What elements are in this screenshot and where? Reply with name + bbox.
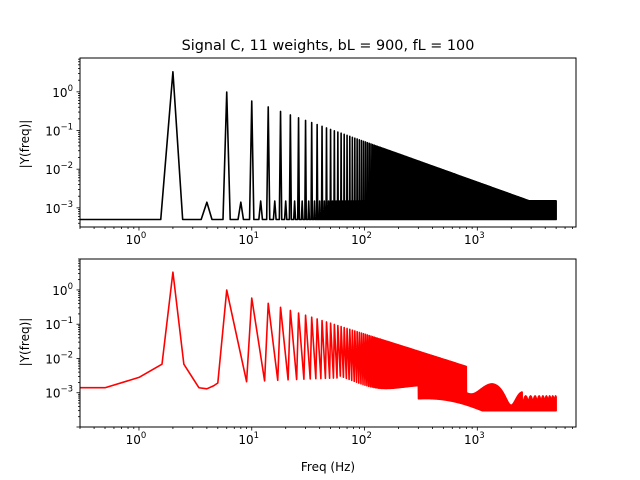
top-plot-lines — [80, 70, 557, 221]
bottom-x-axis-label: Freq (Hz) — [301, 460, 355, 474]
y-tick-label: 100 — [52, 84, 73, 100]
y-tick-label: 10−3 — [45, 200, 73, 216]
bottom-plot-frame — [79, 258, 577, 428]
y-tick-label: 100 — [52, 282, 73, 298]
top-y-axis-label: |Y(freq)| — [18, 120, 32, 169]
bottom-plot-lines — [80, 271, 557, 412]
black-spectrum-line — [80, 70, 557, 221]
x-tick-label: 101 — [238, 431, 259, 447]
bottom-subplot: 100 101 102 103 10−3 10−2 10−1 100 |Y(freq)| Fr… — [18, 258, 577, 474]
x-tick-label: 100 — [126, 231, 147, 247]
y-tick-label: 10−3 — [45, 385, 73, 401]
chart-title: Signal C, 11 weights, bL = 900, fL = 100 — [182, 38, 475, 54]
x-tick-label: 101 — [238, 231, 259, 247]
y-tick-label: 10−2 — [45, 161, 73, 177]
x-tick-label: 102 — [351, 431, 372, 447]
x-tick-label: 103 — [464, 431, 485, 447]
x-tick-label: 103 — [464, 231, 485, 247]
bottom-y-axis-label: |Y(freq)| — [18, 318, 32, 367]
y-tick-label: 10−2 — [45, 350, 73, 366]
y-tick-label: 10−1 — [45, 123, 73, 139]
bottom-plot-ticks: 100 101 102 103 10−3 10−2 10−1 100 — [45, 258, 574, 447]
y-tick-label: 10−1 — [45, 316, 73, 332]
x-tick-label: 100 — [126, 431, 147, 447]
red-spectrum-line — [80, 271, 557, 412]
x-tick-label: 102 — [351, 231, 372, 247]
top-subplot: 100 101 102 103 10−3 10−2 10−1 100 |Y(freq)| — [18, 57, 577, 247]
top-plot-ticks: 100 101 102 103 10−3 10−2 10−1 100 — [45, 58, 574, 247]
